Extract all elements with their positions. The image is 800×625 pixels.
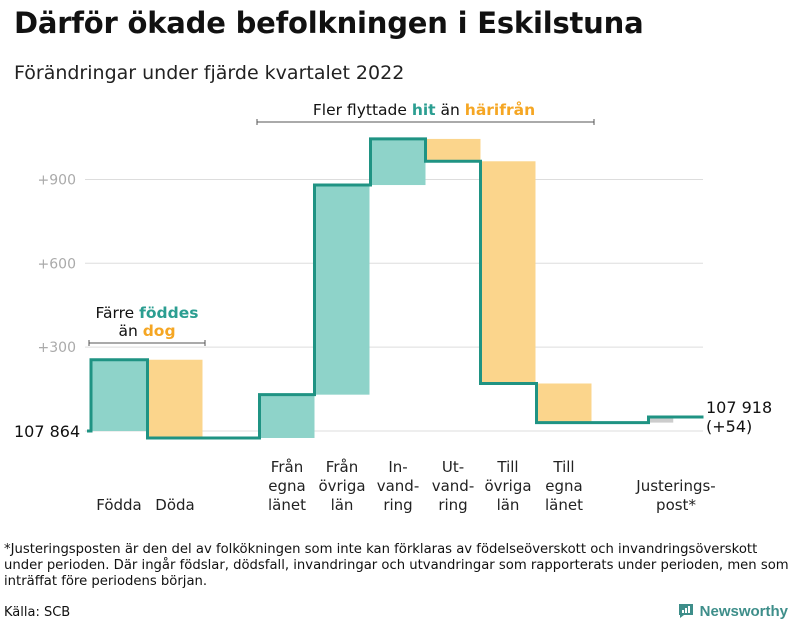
chart-title: Därför ökade befolkningen i Eskilstuna bbox=[14, 6, 644, 40]
bar-increase bbox=[314, 185, 370, 395]
bar-increase bbox=[259, 394, 315, 438]
brand-name: Newsworthy bbox=[699, 602, 788, 620]
y-tick-label: +600 bbox=[38, 256, 76, 272]
y-tick-label: +900 bbox=[38, 172, 76, 188]
category-label: Döda bbox=[155, 496, 194, 514]
source-note: Källa: SCB bbox=[4, 605, 71, 620]
category-label: Ut-vand-ring bbox=[432, 458, 475, 514]
bar-increase bbox=[370, 138, 426, 186]
end-value-label: 107 918 (+54) bbox=[706, 398, 772, 436]
line-layer bbox=[87, 137, 704, 440]
footnote: *Justeringsposten är den del av folkökni… bbox=[4, 542, 789, 589]
bar-decrease bbox=[147, 359, 203, 438]
waterfall-chart: +300 +600 +900 Födda Döda Från egna länet Från ö… bbox=[14, 100, 772, 514]
label-layer: Födda Döda Från egna länet Från övriga län In-va… bbox=[14, 398, 772, 514]
bar-chart-speech-bubble-icon bbox=[678, 604, 693, 618]
category-label: Från övriga län bbox=[318, 458, 365, 514]
annotation-birth-death-line2: än dog bbox=[118, 322, 175, 340]
category-label: Födda bbox=[96, 496, 142, 514]
category-label: Till övriga län bbox=[484, 458, 531, 514]
annotation-birth-death: Färre föddes bbox=[96, 304, 199, 322]
category-label: Justerings-post* bbox=[635, 477, 715, 514]
category-label: Till egna länet bbox=[545, 458, 583, 514]
bar-decrease bbox=[425, 138, 481, 162]
category-label: In-vand-ring bbox=[377, 458, 420, 514]
bars-layer bbox=[91, 138, 674, 438]
bar-decrease bbox=[536, 383, 592, 423]
bar-adjustment bbox=[648, 417, 674, 423]
category-label: Från egna länet bbox=[268, 458, 306, 514]
annotation-bracket bbox=[88, 340, 206, 346]
bar-increase bbox=[91, 359, 147, 431]
start-value-label: 107 864 bbox=[14, 422, 80, 441]
annotation-bracket bbox=[256, 119, 595, 125]
brand: Newsworthy bbox=[677, 602, 788, 620]
chart-subtitle: Förändringar under fjärde kvartalet 2022 bbox=[14, 62, 405, 84]
bar-decrease bbox=[480, 161, 536, 384]
y-tick-label: +300 bbox=[38, 340, 76, 356]
cumulative-step-line bbox=[87, 137, 704, 440]
annotation-migration: Fler flyttade hit än härifrån bbox=[313, 100, 535, 119]
